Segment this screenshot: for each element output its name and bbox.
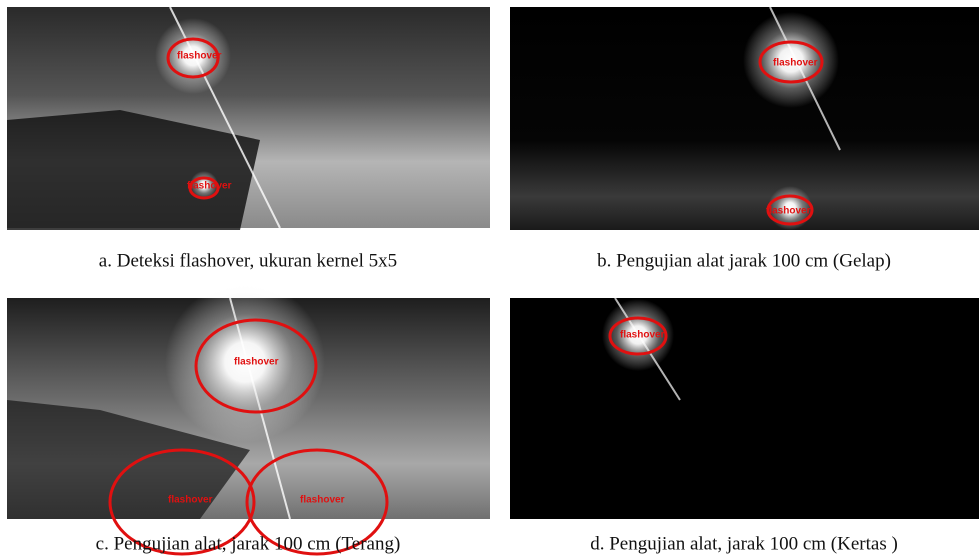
- detection-label: flashover: [773, 58, 818, 69]
- detection-label: flashover: [234, 357, 279, 368]
- caption: c. Pengujian alat, jarak 100 cm (Terang): [96, 533, 401, 554]
- caption: d. Pengujian alat, jarak 100 cm (Kertas …: [590, 533, 898, 554]
- caption: b. Pengujian alat jarak 100 cm (Gelap): [597, 250, 891, 271]
- photo-b: [510, 7, 979, 230]
- caption: a. Deteksi flashover, ukuran kernel 5x5: [99, 250, 397, 271]
- detection-label: flashover: [300, 495, 345, 506]
- photo-d: [510, 298, 979, 519]
- detection-label: flashover: [187, 181, 232, 192]
- figure: flashover flashover flashover flashover flas…: [0, 0, 979, 557]
- detection-label: flashover: [766, 206, 811, 217]
- detection-label: flashover: [177, 51, 222, 62]
- detection-label: flashover: [168, 495, 213, 506]
- detection-label: flashover: [620, 330, 665, 341]
